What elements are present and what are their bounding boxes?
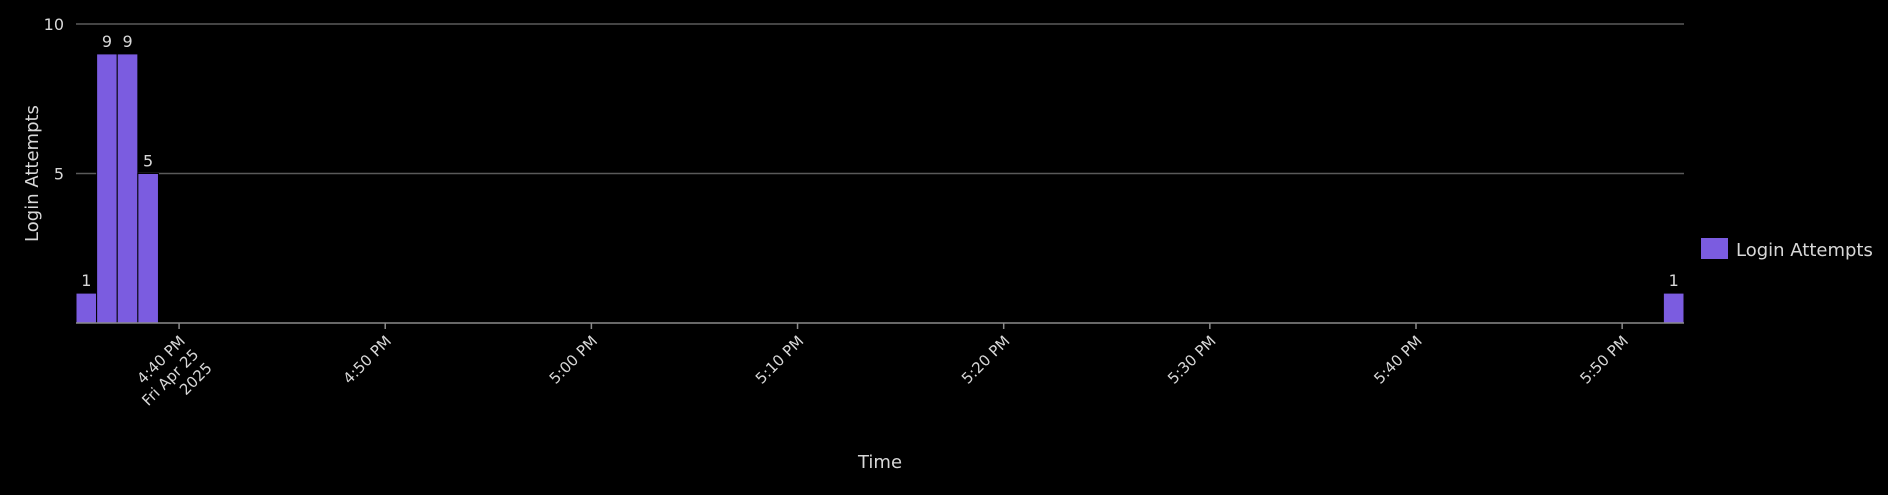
x-tick-label: 5:30 PM — [1164, 332, 1219, 387]
x-tick-label-group: 5:10 PM — [752, 332, 807, 387]
bar — [96, 53, 118, 324]
bar — [116, 53, 139, 324]
bar-value-label: 9 — [122, 32, 132, 51]
bar-value-label: 9 — [102, 32, 112, 51]
x-tick-label: 5:40 PM — [1370, 332, 1425, 387]
y-axis-title: Login Attempts — [22, 105, 43, 242]
x-tick-label-group: 5:20 PM — [958, 332, 1013, 387]
bar-value-label: 1 — [81, 271, 91, 290]
bar-value-label: 1 — [1669, 271, 1679, 290]
x-tick-label: 5:20 PM — [958, 332, 1013, 387]
x-tick-label-group: 4:50 PM — [340, 332, 395, 387]
bar — [1662, 292, 1685, 324]
x-tick-label-group: 5:40 PM — [1370, 332, 1425, 387]
y-tick-label: 10 — [44, 15, 64, 34]
bar — [137, 173, 159, 324]
x-tick-label-group: 5:50 PM — [1576, 332, 1631, 387]
legend-label: Login Attempts — [1736, 240, 1873, 261]
x-tick-label: 5:00 PM — [546, 332, 601, 387]
x-axis-title: Time — [857, 452, 902, 473]
x-tick-label-group: 5:30 PM — [1164, 332, 1219, 387]
x-tick-label: 5:10 PM — [752, 332, 807, 387]
bar — [75, 292, 98, 324]
y-tick-label: 5 — [54, 165, 64, 184]
x-tick-label: 4:50 PM — [340, 332, 395, 387]
x-tick-label-group: 5:00 PM — [546, 332, 601, 387]
bar-value-label: 5 — [143, 152, 153, 171]
x-tick-label: 5:50 PM — [1576, 332, 1631, 387]
legend-swatch — [1701, 238, 1728, 259]
